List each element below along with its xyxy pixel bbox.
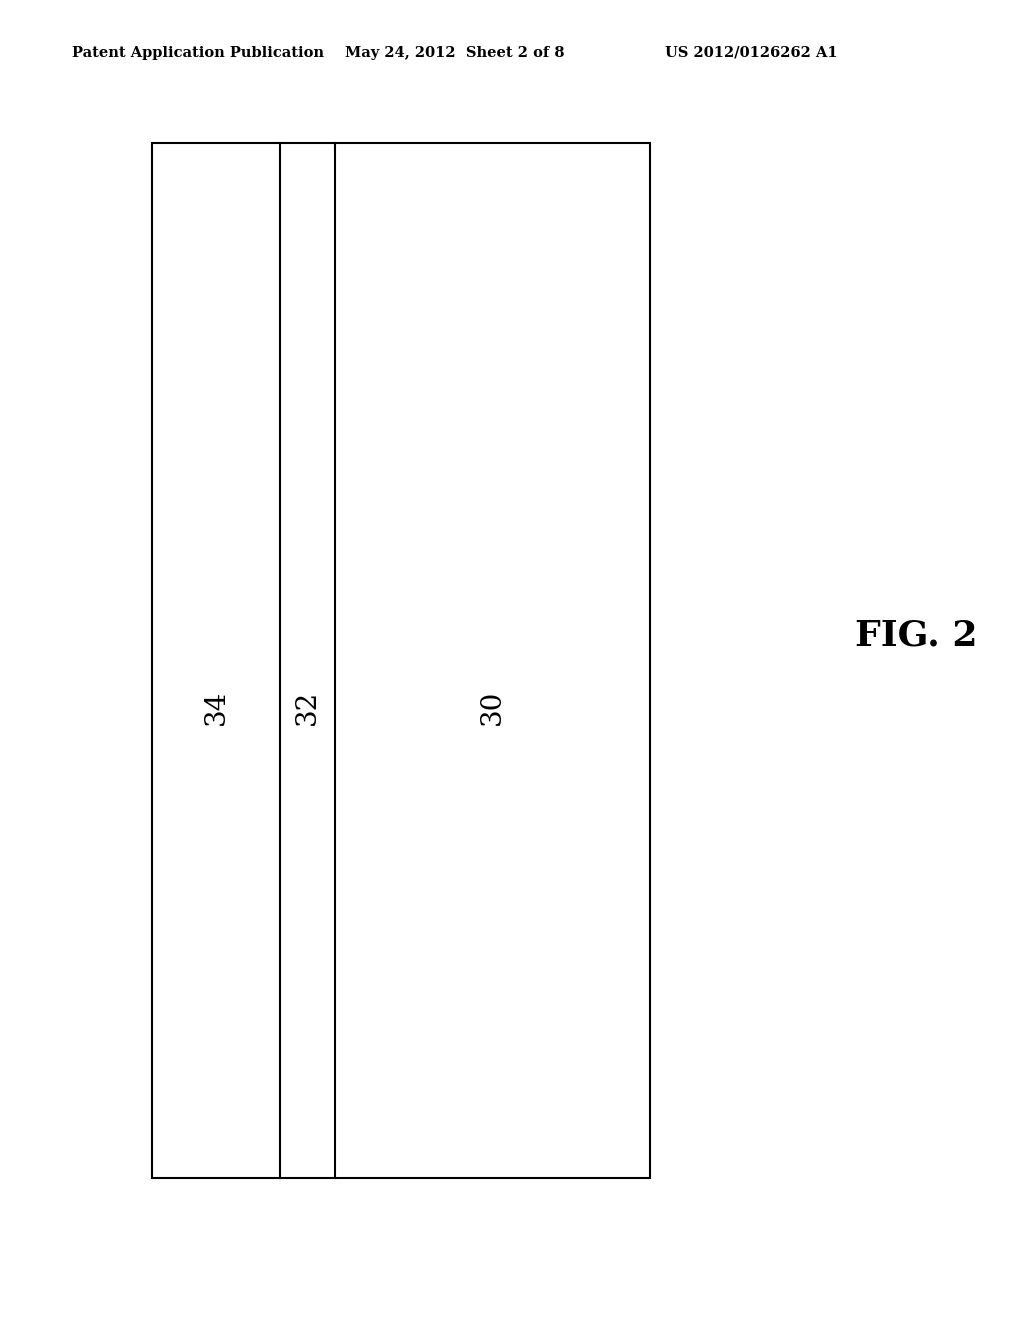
Text: May 24, 2012  Sheet 2 of 8: May 24, 2012 Sheet 2 of 8 [345,46,564,59]
Text: Patent Application Publication: Patent Application Publication [72,46,324,59]
Text: FIG. 2: FIG. 2 [855,618,978,652]
Text: 30: 30 [479,689,506,725]
Text: 34: 34 [203,689,229,725]
Bar [152,143,650,1177]
Text: US 2012/0126262 A1: US 2012/0126262 A1 [665,46,838,59]
Text: 32: 32 [294,689,322,725]
